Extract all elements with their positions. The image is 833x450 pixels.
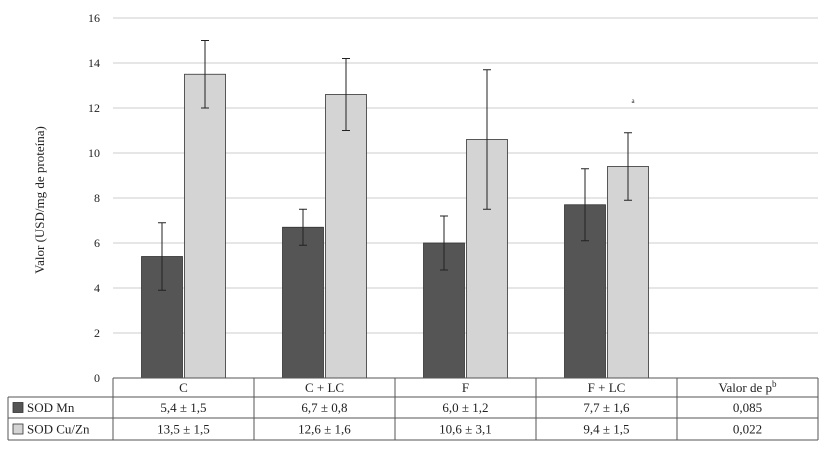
category-label: F: [462, 380, 469, 395]
y-tick-label: 4: [94, 281, 100, 295]
bar-sod-cuzn: [325, 94, 367, 379]
bar-sod-mn: [282, 226, 324, 379]
p-value-header-text: Valor de p: [719, 380, 772, 395]
bars: [141, 73, 649, 379]
table-cell: 6,7 ± 0,8: [301, 400, 347, 415]
y-tick-label: 8: [94, 191, 100, 205]
y-axis-ticks: 0 2 4 6 8 10 12 14 16: [88, 11, 100, 385]
data-table: C C + LC F F + LC Valor de pb SOD Mn 5,4 ± 1,5…: [7, 377, 819, 441]
table-cell: 6,0 ± 1,2: [442, 400, 488, 415]
p-value-cell: 0,085: [733, 400, 762, 415]
y-tick-label: 10: [88, 146, 100, 160]
y-tick-label: 12: [88, 101, 100, 115]
category-label: C: [179, 380, 188, 395]
table-cell: 13,5 ± 1,5: [157, 422, 210, 437]
annotations: a: [631, 97, 635, 105]
y-tick-label: 16: [88, 11, 100, 25]
p-value-header-superscript: b: [772, 379, 777, 389]
y-tick-label: 6: [94, 236, 100, 250]
legend-label: SOD Cu/Zn: [27, 422, 90, 437]
significance-marker: a: [631, 97, 635, 105]
legend-swatch: [12, 402, 24, 413]
gridlines: [113, 17, 818, 379]
legend-swatch: [12, 423, 24, 435]
table-cell: 7,7 ± 1,6: [583, 400, 630, 415]
y-tick-label: 2: [94, 326, 100, 340]
bar-sod-cuzn: [184, 73, 226, 379]
legend-label: SOD Mn: [27, 400, 75, 415]
category-label: C + LC: [305, 380, 344, 395]
y-tick-label: 0: [94, 371, 100, 385]
table-cell: 9,4 ± 1,5: [583, 422, 629, 437]
table-cell: 12,6 ± 1,6: [298, 422, 351, 437]
p-value-cell: 0,022: [733, 422, 762, 437]
category-label: F + LC: [588, 380, 626, 395]
error-bars: [158, 40, 632, 291]
p-value-header: Valor de pb: [719, 379, 777, 395]
table-cell: 10,6 ± 3,1: [439, 422, 492, 437]
y-axis-label: Valor (USD/mg de proteína): [32, 126, 47, 274]
table-cell: 5,4 ± 1,5: [160, 400, 206, 415]
y-tick-label: 14: [88, 56, 100, 70]
